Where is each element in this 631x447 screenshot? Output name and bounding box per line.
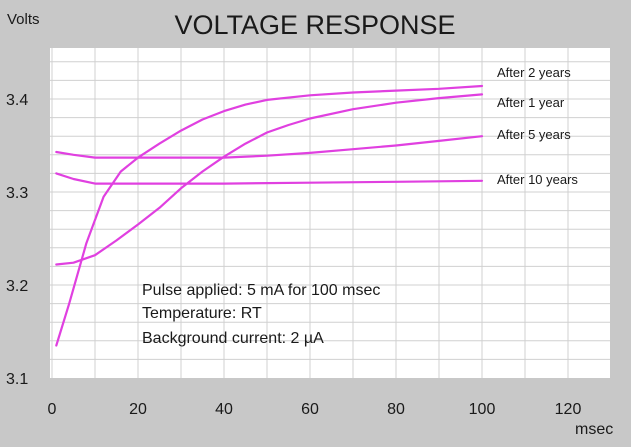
x-tick-label: 80 — [387, 401, 405, 418]
series-line — [55, 172, 484, 185]
x-tick-label: 0 — [48, 401, 57, 418]
y-tick-label: 3.1 — [6, 371, 28, 388]
annotation-line-pulse: Pulse applied: 5 mA for 100 msec — [142, 282, 380, 299]
x-tick-labels: 0 20 40 60 80 100 120 — [48, 401, 582, 418]
x-tick-label: 100 — [469, 401, 496, 418]
x-axis-label: msec — [575, 421, 613, 438]
series-label: After 5 years — [497, 127, 571, 142]
annotation-line-background-current: Background current: 2 µA — [142, 330, 324, 347]
chart-title: VOLTAGE RESPONSE — [174, 10, 455, 40]
series-label: After 1 year — [497, 95, 565, 110]
series-lines — [55, 84, 484, 347]
x-tick-label: 40 — [215, 401, 233, 418]
annotation-line-temperature: Temperature: RT — [142, 305, 262, 322]
y-axis-label: Volts — [7, 11, 40, 28]
series-line — [55, 135, 484, 159]
x-tick-label: 120 — [555, 401, 582, 418]
y-tick-labels: 3.1 3.2 3.3 3.4 — [6, 92, 28, 388]
annotation-text: Pulse applied: 5 mA for 100 msec Tempera… — [142, 282, 380, 347]
series-label: After 10 years — [497, 172, 578, 187]
x-tick-label: 20 — [129, 401, 147, 418]
y-tick-label: 3.4 — [6, 92, 28, 109]
y-tick-label: 3.2 — [6, 278, 28, 295]
y-tick-label: 3.3 — [6, 185, 28, 202]
series-line — [55, 84, 484, 347]
series-label: After 2 years — [497, 65, 571, 80]
plot-area — [50, 48, 610, 378]
x-tick-label: 60 — [301, 401, 319, 418]
series-labels: After 2 years After 1 year After 5 years Af… — [497, 65, 578, 187]
